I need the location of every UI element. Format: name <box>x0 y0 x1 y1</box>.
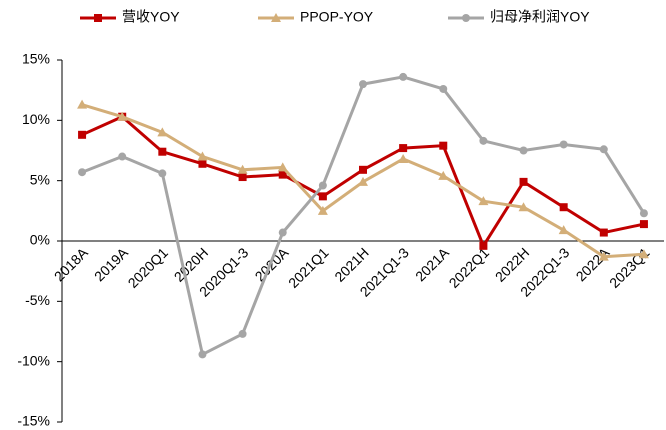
legend-marker <box>462 14 470 22</box>
marker <box>639 209 648 218</box>
marker <box>197 151 208 161</box>
marker <box>277 162 288 172</box>
marker <box>78 130 87 139</box>
marker <box>399 144 408 153</box>
marker <box>238 173 247 182</box>
marker <box>599 145 608 154</box>
x-tick-label: 2023Q1 <box>606 244 653 291</box>
marker <box>399 72 408 81</box>
marker <box>318 192 327 201</box>
marker <box>438 170 449 180</box>
line <box>81 75 646 357</box>
marker <box>478 196 489 206</box>
marker <box>238 329 247 338</box>
x-tick-label: 2020Q1 <box>125 244 172 291</box>
marker <box>318 181 327 190</box>
legend-label: PPOP-YOY <box>300 9 374 25</box>
marker <box>598 251 609 261</box>
marker <box>359 80 367 89</box>
marker <box>599 228 608 237</box>
marker <box>359 165 367 174</box>
marker <box>519 177 528 186</box>
marker <box>479 241 488 250</box>
marker <box>559 203 568 212</box>
x-tick-label: 2018A <box>51 244 91 284</box>
marker <box>157 127 168 137</box>
marker <box>439 141 448 150</box>
marker <box>439 84 448 93</box>
marker <box>237 164 248 174</box>
marker <box>317 205 328 215</box>
marker <box>278 228 287 237</box>
legend-label: 营收YOY <box>122 9 180 25</box>
y-tick-label: -15% <box>17 413 50 429</box>
marker <box>518 202 529 212</box>
x-tick-label: 2022Q1 <box>446 244 493 291</box>
marker <box>559 140 568 149</box>
marker <box>118 152 127 161</box>
legend-marker <box>94 14 102 22</box>
marker <box>158 169 167 178</box>
y-tick-label: 0% <box>30 232 50 248</box>
y-tick-label: 5% <box>30 171 50 187</box>
marker <box>77 99 88 109</box>
marker <box>398 153 409 163</box>
marker <box>78 168 87 177</box>
marker <box>198 159 207 168</box>
legend-label: 归母净利润YOY <box>490 9 590 25</box>
marker <box>117 111 128 121</box>
marker <box>639 220 648 229</box>
marker <box>558 225 569 235</box>
marker <box>358 176 368 186</box>
marker <box>278 170 287 179</box>
y-tick-label: 10% <box>22 111 50 127</box>
marker <box>479 136 488 145</box>
marker <box>198 350 207 359</box>
marker <box>638 249 649 259</box>
marker <box>519 146 528 155</box>
marker <box>158 147 167 156</box>
y-tick-label: -5% <box>25 292 50 308</box>
x-tick-label: 2021Q1 <box>285 244 332 291</box>
y-tick-label: -10% <box>17 352 50 368</box>
legend-marker <box>271 13 281 22</box>
y-tick-label: 15% <box>22 51 50 67</box>
